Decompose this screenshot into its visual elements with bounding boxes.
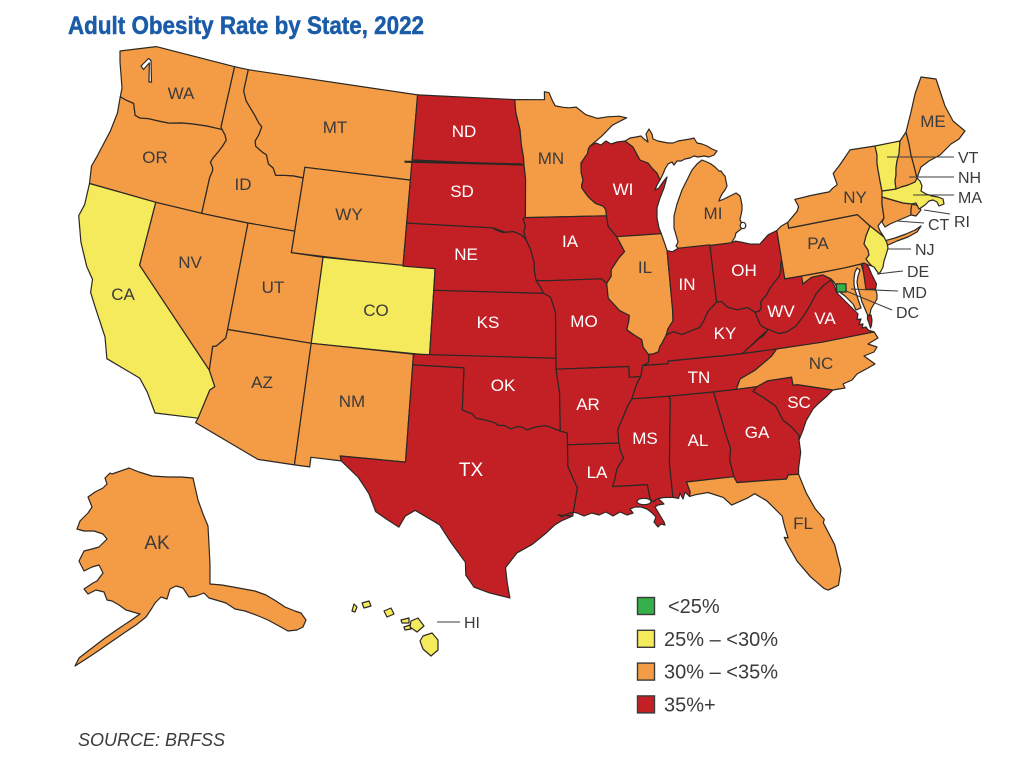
svg-text:NJ: NJ — [915, 242, 935, 259]
svg-text:PA: PA — [807, 234, 829, 253]
svg-text:CO: CO — [363, 301, 389, 320]
svg-text:NH: NH — [958, 170, 981, 187]
svg-text:LA: LA — [587, 463, 608, 482]
svg-text:AK: AK — [144, 533, 170, 554]
svg-text:IL: IL — [638, 258, 652, 277]
svg-text:SD: SD — [450, 182, 474, 201]
svg-text:DC: DC — [896, 305, 919, 322]
svg-text:DE: DE — [907, 264, 929, 281]
svg-text:WI: WI — [613, 180, 634, 199]
svg-text:VA: VA — [814, 309, 836, 328]
svg-text:NY: NY — [843, 188, 867, 207]
svg-text:VT: VT — [958, 150, 979, 167]
svg-text:KS: KS — [477, 313, 500, 332]
svg-text:GA: GA — [745, 423, 770, 442]
svg-text:ME: ME — [920, 112, 946, 131]
svg-text:MS: MS — [632, 429, 658, 448]
svg-text:MD: MD — [902, 285, 927, 302]
svg-text:35%+: 35%+ — [664, 694, 716, 716]
svg-text:ND: ND — [452, 122, 477, 141]
svg-text:WV: WV — [767, 302, 795, 321]
svg-text:MI: MI — [704, 204, 723, 223]
svg-text:Adult Obesity Rate by State, 2: Adult Obesity Rate by State, 2022 — [68, 12, 424, 40]
svg-text:KY: KY — [714, 324, 737, 343]
svg-text:AR: AR — [576, 395, 600, 414]
svg-text:IN: IN — [679, 275, 696, 294]
svg-text:IA: IA — [562, 232, 579, 251]
svg-text:NM: NM — [339, 392, 365, 411]
svg-text:OH: OH — [731, 261, 757, 280]
svg-text:NC: NC — [809, 354, 834, 373]
svg-text:CT: CT — [928, 217, 950, 234]
svg-text:CA: CA — [111, 285, 135, 304]
svg-text:TX: TX — [459, 460, 484, 481]
svg-text:AZ: AZ — [251, 373, 273, 392]
svg-text:UT: UT — [262, 278, 285, 297]
svg-text:TN: TN — [688, 368, 711, 387]
svg-text:MA: MA — [958, 190, 982, 207]
svg-text:WA: WA — [168, 84, 195, 103]
svg-text:NE: NE — [454, 245, 478, 264]
svg-text:SOURCE: BRFSS: SOURCE: BRFSS — [78, 730, 225, 750]
svg-text:RI: RI — [954, 214, 970, 231]
svg-text:SC: SC — [787, 393, 811, 412]
svg-text:<25%: <25% — [668, 596, 720, 618]
svg-text:MO: MO — [570, 312, 597, 331]
svg-text:OR: OR — [142, 148, 168, 167]
svg-text:HI: HI — [464, 615, 480, 632]
svg-text:FL: FL — [793, 514, 813, 533]
svg-text:30% – <35%: 30% – <35% — [664, 662, 778, 684]
svg-text:25% – <30%: 25% – <30% — [664, 629, 778, 651]
svg-text:MT: MT — [323, 118, 348, 137]
svg-text:AL: AL — [688, 431, 709, 450]
svg-text:NV: NV — [178, 253, 202, 272]
svg-text:ID: ID — [235, 175, 252, 194]
svg-text:WY: WY — [335, 205, 362, 224]
svg-text:MN: MN — [538, 149, 564, 168]
svg-text:OK: OK — [491, 376, 516, 395]
